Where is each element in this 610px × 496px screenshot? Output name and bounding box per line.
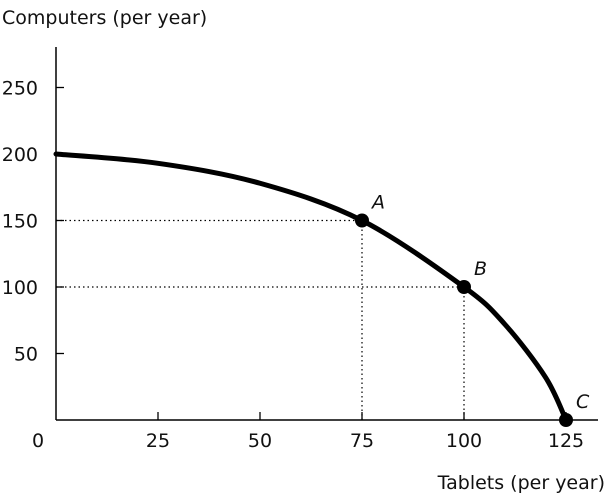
ticks: 50100150200250255075100125150 — [2, 78, 584, 453]
x-tick-label: 25 — [146, 430, 170, 452]
x-tick-label: 100 — [446, 430, 482, 452]
points: A B C — [355, 192, 590, 427]
x-tick-label: 50 — [248, 430, 272, 452]
origin-label: 0 — [32, 430, 44, 452]
y-tick-label: 150 — [2, 211, 38, 233]
y-tick-label: 250 — [2, 78, 38, 100]
axes — [55, 47, 598, 421]
guide-lines — [56, 219, 465, 420]
point-label-b: B — [474, 258, 487, 280]
y-tick-label: 50 — [14, 344, 38, 366]
ppf-curve — [53, 151, 569, 423]
point-label-a: A — [370, 192, 385, 214]
point-c — [559, 413, 573, 427]
x-tick-label: 125 — [548, 430, 584, 452]
y-axis-label: Computers (per year) — [2, 7, 207, 29]
y-tick-label: 200 — [2, 144, 38, 166]
x-tick-label: 75 — [350, 430, 374, 452]
point-a — [355, 213, 369, 228]
y-tick-label: 100 — [2, 277, 38, 299]
point-label-c: C — [576, 391, 590, 413]
x-axis-label: Tablets (per year) — [437, 472, 605, 494]
point-b — [457, 280, 471, 294]
ppf-line — [53, 151, 569, 423]
